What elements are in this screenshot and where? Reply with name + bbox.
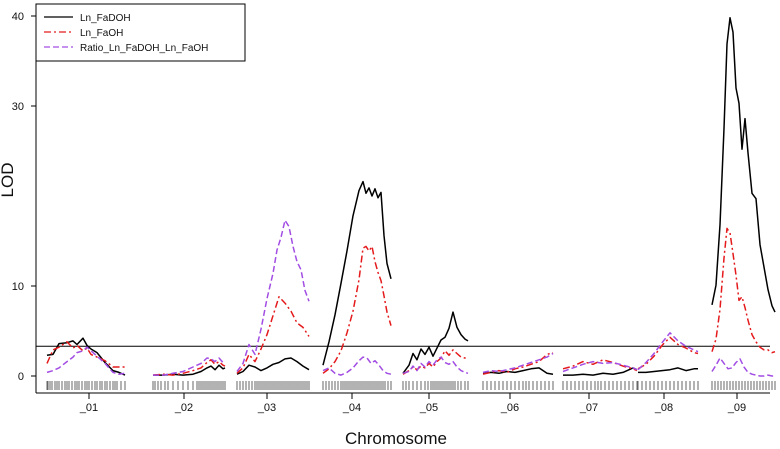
legend-item-ln-faoh: Ln_FaOH — [44, 28, 123, 39]
legend-label-ln-fadoh: Ln_FaDOH — [80, 13, 131, 24]
chromosome-labels: _01 _02 _03 _04 _05 _06 _07 _08 _09 — [79, 393, 746, 414]
series-line-segment — [563, 367, 638, 376]
marker-rug — [46, 381, 776, 390]
series-1 — [46, 227, 776, 376]
series-line-segment — [637, 336, 699, 370]
chromosome-label: _02 — [174, 402, 193, 414]
chromosome-label: _06 — [500, 402, 519, 414]
y-tick-label: 0 — [18, 371, 24, 383]
legend-box — [35, 3, 246, 62]
series-line-segment — [322, 356, 392, 376]
y-axis-title: LOD — [0, 163, 17, 198]
series-line-segment — [236, 296, 310, 374]
y-tick-label: 30 — [12, 101, 24, 113]
legend-item-ratio: Ratio_Ln_FaDOH_Ln_FaOH — [44, 43, 208, 54]
legend-item-ln-fadoh: Ln_FaDOH — [44, 13, 131, 24]
series-line-segment — [402, 311, 469, 374]
chromosome-label: _09 — [727, 402, 746, 414]
series-line-segment — [711, 17, 776, 313]
series-layer — [46, 17, 776, 377]
chromosome-label: _03 — [257, 402, 276, 414]
series-line-segment — [152, 359, 226, 376]
series-line-segment — [562, 359, 638, 372]
chromosome-label: _05 — [419, 402, 438, 414]
legend-label-ratio: Ratio_Ln_FaDOH_Ln_FaOH — [80, 43, 208, 54]
series-0 — [46, 17, 776, 376]
legend: Ln_FaDOH Ln_FaOH Ratio_Ln_FaDOH_Ln_FaOH — [35, 3, 246, 62]
series-line-segment — [236, 357, 310, 375]
y-ticks: 0 10 30 40 — [12, 11, 36, 383]
series-line-segment — [482, 351, 554, 375]
series-line-segment — [402, 349, 469, 375]
series-line-segment — [236, 219, 310, 372]
series-line-segment — [46, 337, 126, 376]
x-axis-title: Chromosome — [345, 429, 447, 448]
chromosome-label: _07 — [579, 402, 598, 414]
series-line-segment — [638, 367, 698, 374]
legend-label-ln-faoh: Ln_FaOH — [80, 28, 123, 39]
chromosome-label: _08 — [654, 402, 673, 414]
series-2 — [46, 219, 775, 377]
series-line-segment — [711, 357, 775, 377]
plot-area: 0 10 30 40 _01 _02 _03 _04 _05 _06 _07 _08 _09 — [12, 4, 776, 414]
y-tick-label: 40 — [12, 11, 24, 23]
series-line-segment — [322, 180, 392, 366]
y-tick-label: 10 — [12, 281, 24, 293]
series-line-segment — [562, 360, 638, 373]
series-line-segment — [322, 245, 392, 374]
series-line-segment — [402, 356, 469, 375]
series-line-segment — [637, 332, 699, 371]
series-line-segment — [153, 357, 226, 376]
series-line-segment — [482, 352, 554, 374]
chromosome-label: _01 — [79, 402, 98, 414]
chromosome-label: _04 — [342, 402, 361, 414]
series-line-segment — [482, 367, 554, 375]
series-line-segment — [711, 227, 776, 354]
series-line-segment — [46, 346, 126, 375]
